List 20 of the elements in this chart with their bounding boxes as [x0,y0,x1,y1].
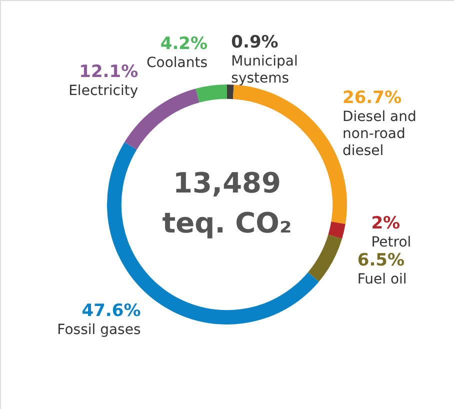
slice-label: Fossil gases [57,322,141,338]
data-label: 2% [371,214,400,234]
text: 13,489 [172,166,282,200]
donut-slice [308,234,342,282]
data-label: 6.5% [357,250,405,271]
data-label: 12.1% [79,62,138,82]
donut-slice [227,84,234,100]
slice-label: Municipal systems [231,54,298,87]
data-label: 26.7% [342,88,402,108]
text: teq. CO₂ [162,206,292,240]
slice-label: Petrol [371,234,412,251]
slice-label: Coolants [146,54,208,71]
donut-slice [196,84,227,103]
donut-slice [328,222,346,239]
slice-label: Fuel oil [357,272,407,288]
slice-label: Electricity [68,83,138,100]
data-label: 4.2% [160,34,208,54]
slice-label: Diesel and non-road diesel [342,108,416,159]
data-label: 0.9% [231,32,278,53]
data-label: 47.6% [82,300,141,321]
